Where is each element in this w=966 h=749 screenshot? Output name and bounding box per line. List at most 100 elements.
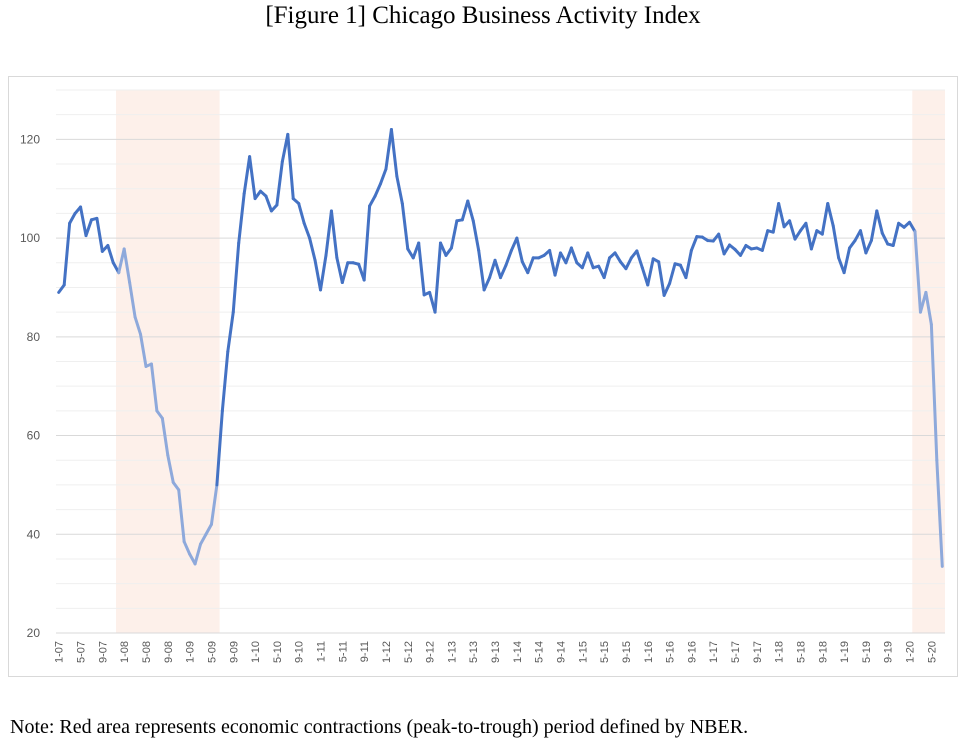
series-line-segment	[875, 209, 884, 235]
x-tick-label: 9-19	[883, 641, 895, 663]
series-line-segment	[488, 258, 497, 280]
series-line-segment	[646, 257, 655, 287]
series-line-segment	[106, 243, 115, 265]
x-tick-label: 5-19	[861, 641, 873, 663]
series-line-segment	[662, 282, 672, 297]
y-tick-label: 80	[27, 330, 41, 344]
series-line-segment	[193, 542, 203, 566]
series-line-segment	[308, 236, 317, 262]
series-line-segment	[908, 220, 917, 234]
series-line-segment	[335, 256, 344, 285]
y-tick-label: 60	[27, 429, 41, 443]
series-line-segment	[84, 218, 93, 238]
series-line-segment	[395, 174, 404, 206]
series-line-segment	[657, 260, 666, 297]
series-line-segment	[602, 256, 612, 280]
series-line-segment	[635, 249, 644, 270]
series-line-segment	[515, 236, 524, 264]
y-tick-label: 120	[20, 132, 40, 146]
series-line-segment	[215, 409, 224, 487]
series-line-segment	[460, 199, 470, 222]
x-tick-label: 9-09	[228, 641, 240, 663]
series-line-segment	[400, 202, 410, 251]
y-tick-label: 100	[20, 231, 40, 245]
series-line-segment	[329, 209, 339, 260]
y-tick-label: 40	[27, 527, 41, 541]
series-line-segment	[466, 199, 475, 223]
series-line-segment	[133, 315, 143, 336]
series-line-segment	[689, 235, 699, 252]
y-tick-label: 20	[27, 626, 41, 640]
series-line-segment	[482, 276, 492, 292]
series-line-segment	[717, 232, 726, 256]
series-line-segment	[62, 221, 72, 287]
series-line-segment	[237, 192, 246, 245]
x-tick-label: 9-15	[621, 641, 633, 663]
series-line-segment	[368, 194, 377, 208]
series-line-segment	[858, 229, 868, 255]
x-tick-label: 9-17	[752, 641, 764, 663]
x-tick-label: 1-13	[446, 641, 458, 663]
series-line-segment	[439, 241, 448, 257]
series-line-segment	[128, 281, 137, 319]
x-tick-label: 5-13	[468, 641, 480, 663]
series-line-segment	[166, 453, 175, 484]
series-line-segment	[580, 251, 590, 270]
series-line-segment	[493, 258, 502, 280]
series-line-segment	[777, 202, 786, 229]
x-tick-label: 1-15	[577, 641, 589, 663]
series-line-segment	[417, 241, 426, 297]
x-tick-label: 9-07	[97, 641, 109, 663]
series-line-segment	[935, 458, 944, 568]
x-tick-label: 5-17	[730, 641, 742, 663]
series-line-segment	[499, 263, 508, 280]
series-line-segment	[389, 127, 399, 178]
x-tick-label: 5-20	[926, 641, 938, 663]
series-line-segment	[526, 256, 535, 275]
x-tick-label: 9-12	[425, 641, 437, 663]
series-line-segment	[226, 310, 235, 354]
x-tick-label: 1-07	[54, 641, 66, 663]
series-line-segment	[613, 251, 622, 264]
chart-area: 20 40 60 80 100 120 1-07 5-07 9-07 1-08 5-08 9-08 1…	[8, 76, 958, 677]
series-line-segment	[471, 219, 481, 252]
x-tick-label: 9-08	[163, 641, 175, 663]
line-chart: 20 40 60 80 100 120 1-07 5-07 9-07 1-08 5-08 9-08 1…	[20, 89, 945, 663]
series-line-segment	[373, 182, 383, 198]
series-line-segment	[820, 202, 830, 236]
series-line-segment	[831, 224, 841, 260]
series-line-segment	[384, 127, 393, 171]
series-line-segment	[68, 211, 77, 225]
x-tick-label: 1-14	[512, 641, 524, 663]
x-tick-label: 5-07	[76, 641, 88, 663]
series-line-segment	[362, 204, 372, 282]
y-axis-ticks: 20 40 60 80 100 120	[20, 132, 40, 640]
series-line-segment	[444, 246, 453, 257]
series-line-segment	[286, 132, 295, 201]
x-tick-label: 9-16	[686, 641, 698, 663]
series-line-segment	[722, 243, 732, 256]
x-tick-label: 5-08	[141, 641, 153, 663]
series-line-segment	[477, 248, 486, 292]
x-tick-label: 1-17	[708, 641, 720, 663]
series-line-segment	[804, 221, 813, 251]
series-line-segment	[738, 243, 748, 257]
series-line-segment	[319, 253, 328, 292]
series-line-segment	[324, 209, 333, 257]
x-tick-label: 1-08	[119, 641, 131, 663]
series-line-segment	[624, 256, 633, 271]
x-tick-label: 1-10	[250, 641, 262, 663]
x-tick-label: 1-09	[185, 641, 197, 663]
series-line-segment	[379, 167, 388, 186]
series-line-segment	[809, 229, 819, 251]
x-tick-label: 9-13	[490, 641, 502, 663]
series-line-segment	[199, 532, 208, 546]
x-tick-label: 1-19	[839, 641, 851, 663]
x-tick-label: 9-11	[359, 641, 371, 662]
x-tick-label: 9-14	[555, 641, 567, 663]
series-line-segment	[586, 251, 595, 270]
series-line-segment	[924, 290, 933, 326]
x-tick-label: 9-18	[817, 641, 829, 663]
x-tick-label: 5-16	[665, 641, 677, 663]
series-line-segment	[160, 416, 170, 457]
